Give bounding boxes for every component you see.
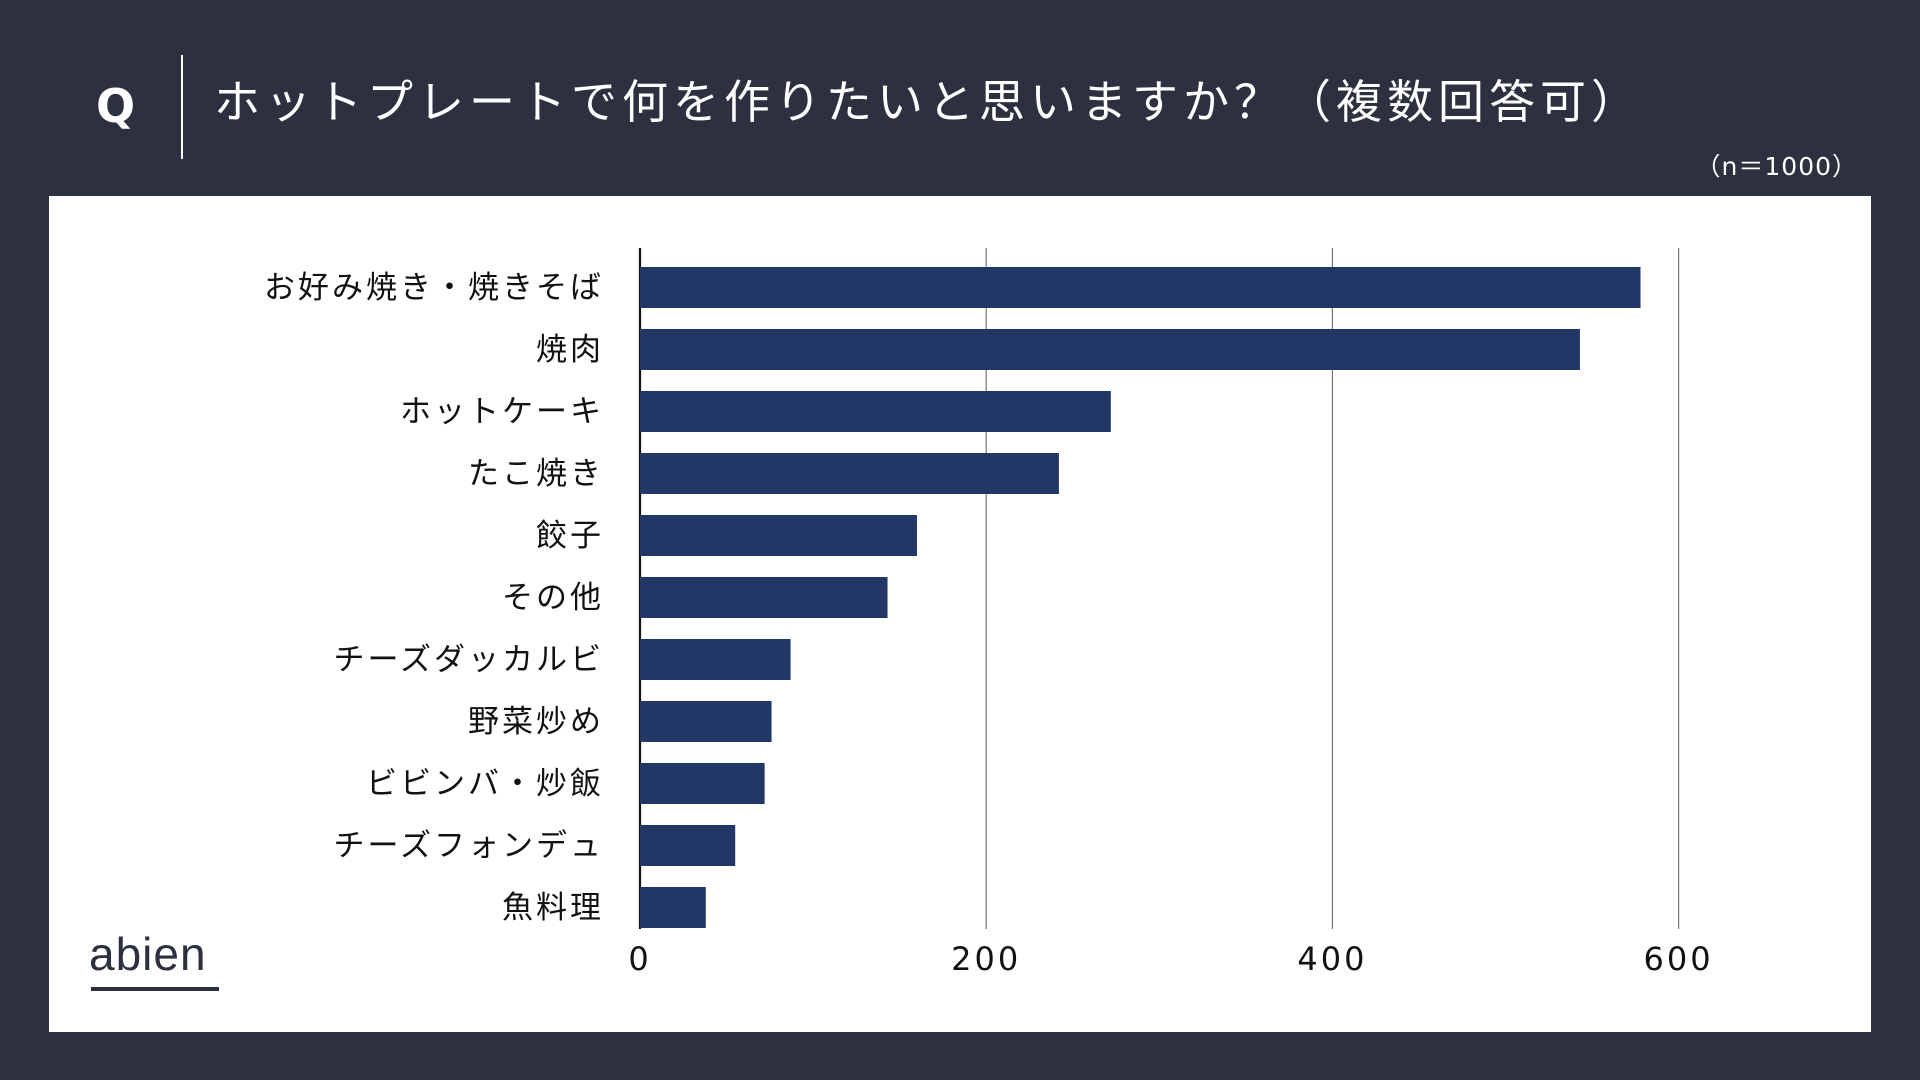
category-label-4: たこ焼き: [468, 456, 604, 492]
category-label-10: チーズフォンデュ: [334, 828, 604, 864]
bar-10: [640, 825, 736, 866]
abien-logo: abien: [89, 926, 229, 1006]
chart-title: ホットプレートで何を作りたいと思いますか？（複数回答可）: [214, 75, 1642, 129]
category-label-layer: お好み焼き・焼きそば焼肉ホットケーキたこ焼き餃子その他チーズダッカルビ野菜炒めビ…: [264, 270, 604, 926]
chart-panel: お好み焼き・焼きそば焼肉ホットケーキたこ焼き餃子その他チーズダッカルビ野菜炒めビ…: [49, 196, 1871, 1032]
x-tick-label: 200: [951, 940, 1021, 978]
category-label-6: その他: [502, 580, 604, 616]
x-tick-label: 0: [628, 940, 651, 978]
x-tick-layer: 0 200 400 600: [628, 940, 1714, 978]
x-tick-label: 600: [1644, 940, 1714, 978]
logo-wordmark: abien: [89, 928, 207, 980]
bar-6: [640, 577, 888, 618]
bar-1: [640, 267, 1641, 308]
bar-2: [640, 329, 1580, 370]
bar-chart: お好み焼き・焼きそば焼肉ホットケーキたこ焼き餃子その他チーズダッカルビ野菜炒めビ…: [264, 248, 1714, 978]
x-tick-label: 400: [1297, 940, 1367, 978]
category-label-9: ビビンバ・炒飯: [366, 766, 604, 802]
sample-size-label: （n＝1000）: [1695, 152, 1858, 181]
bar-layer: [640, 267, 1641, 928]
bar-9: [640, 763, 765, 804]
category-label-8: 野菜炒め: [468, 704, 604, 740]
category-label-11: 魚料理: [502, 890, 604, 926]
bar-8: [640, 701, 772, 742]
bar-4: [640, 453, 1059, 494]
question-mark-label: Q: [96, 79, 136, 133]
category-label-5: 餃子: [536, 518, 604, 554]
bar-3: [640, 391, 1111, 432]
category-label-3: ホットケーキ: [400, 394, 604, 430]
header-divider: [181, 55, 183, 159]
logo-underline: [91, 987, 219, 991]
category-label-7: チーズダッカルビ: [334, 642, 604, 678]
category-label-1: お好み焼き・焼きそば: [264, 270, 604, 306]
bar-5: [640, 515, 917, 556]
bar-7: [640, 639, 791, 680]
bar-11: [640, 887, 706, 928]
category-label-2: 焼肉: [536, 332, 604, 368]
